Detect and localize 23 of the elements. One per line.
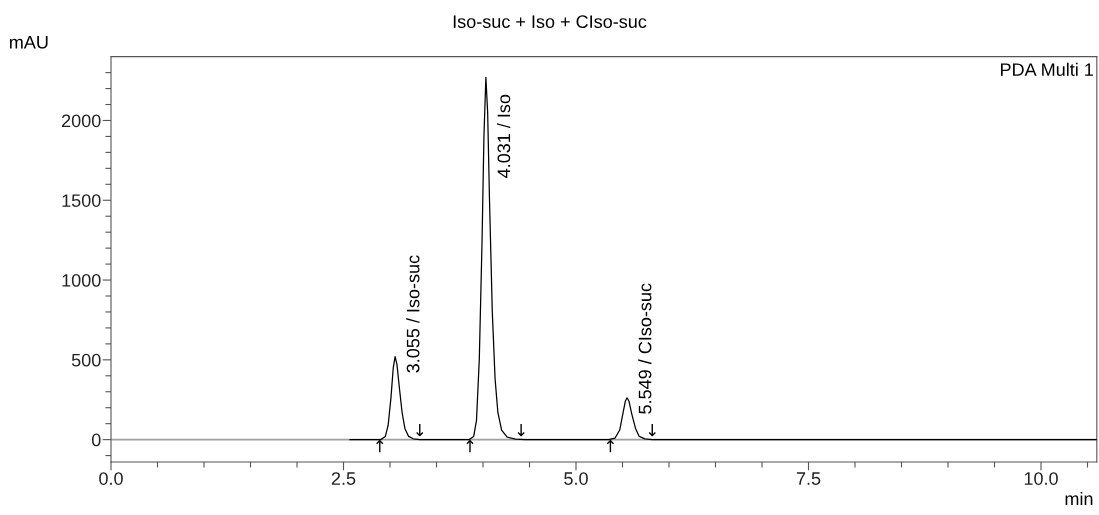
y-tick-label: 0 (91, 433, 101, 447)
x-tick-label: 0.0 (99, 472, 123, 485)
annotation: ↑ (466, 440, 474, 453)
y-tick-label: 1500 (62, 194, 101, 207)
annotation: PDA Multi 1 (1001, 62, 1093, 76)
annotation: 3.055 / Iso-suc (406, 255, 420, 373)
chart-title: Iso-suc + Iso + CIso-suc (453, 15, 647, 29)
y-tick-label: 2000 (62, 114, 101, 128)
x-tick-label: 2.5 (331, 472, 356, 485)
y-axis-title: mAU (9, 36, 48, 49)
x-tick-label: 5.0 (564, 472, 588, 485)
y-tick-label: 1000 (62, 273, 101, 287)
annotation: 4.031 / Iso (496, 94, 511, 178)
annotation: ↑ (606, 440, 614, 453)
x-tick-label: 10.0 (1024, 472, 1058, 485)
annotation: ↓ (517, 424, 525, 437)
x-axis-title: min (1065, 491, 1093, 506)
x-tick-label: 7.5 (796, 472, 821, 485)
annotation: 5.549 / CIso-suc (638, 283, 652, 414)
y-tick-label: 500 (71, 353, 101, 367)
annotation: ↓ (416, 424, 424, 437)
annotation: ↑ (376, 440, 384, 453)
annotation: ↓ (648, 424, 656, 437)
